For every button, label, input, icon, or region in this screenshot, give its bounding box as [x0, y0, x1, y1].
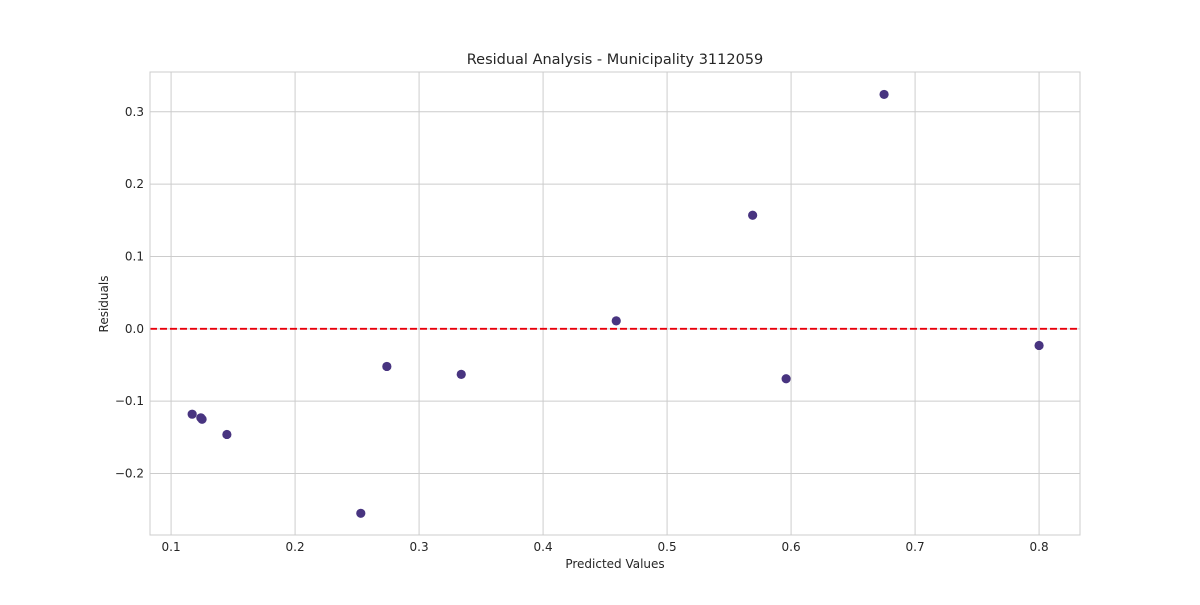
residual-point	[748, 210, 758, 220]
residual-point	[611, 316, 621, 326]
points-layer	[187, 89, 1044, 518]
residual-point	[222, 429, 232, 440]
x-tick-label: 0.7	[906, 540, 925, 554]
y-axis-label: Residuals	[97, 276, 111, 333]
x-tick-label: 0.1	[162, 540, 181, 554]
residual-point	[197, 414, 207, 424]
x-axis-label: Predicted Values	[565, 557, 664, 571]
x-tick-label: 0.8	[1030, 540, 1049, 554]
y-tick-labels: −0.2 −0.1 0.0 0.1 0.2 0.3	[115, 105, 144, 481]
x-tick-label: 0.5	[658, 540, 677, 554]
residual-point	[356, 508, 366, 518]
x-tick-label: 0.3	[410, 540, 429, 554]
x-tick-labels: 0.1 0.2 0.3 0.4 0.5 0.6 0.7 0.8	[162, 540, 1049, 554]
residual-point	[879, 89, 889, 100]
y-tick-label: 0.1	[125, 249, 144, 263]
x-tick-label: 0.4	[534, 540, 553, 554]
residual-point	[382, 361, 392, 372]
residual-point	[1034, 340, 1044, 351]
x-tick-label: 0.6	[782, 540, 801, 554]
y-tick-label: −0.1	[115, 394, 144, 408]
y-tick-label: 0.2	[125, 177, 144, 191]
y-tick-label: 0.0	[125, 322, 144, 336]
y-tick-label: −0.2	[115, 467, 144, 481]
residual-point	[781, 374, 791, 384]
plot-frame	[149, 71, 1081, 536]
chart-title: Residual Analysis - Municipality 3112059	[467, 52, 764, 68]
residual-point	[187, 409, 197, 419]
y-tick-label: 0.3	[125, 105, 144, 119]
residual-point	[456, 369, 466, 379]
grid-layer	[150, 72, 1080, 535]
x-tick-label: 0.2	[286, 540, 305, 554]
